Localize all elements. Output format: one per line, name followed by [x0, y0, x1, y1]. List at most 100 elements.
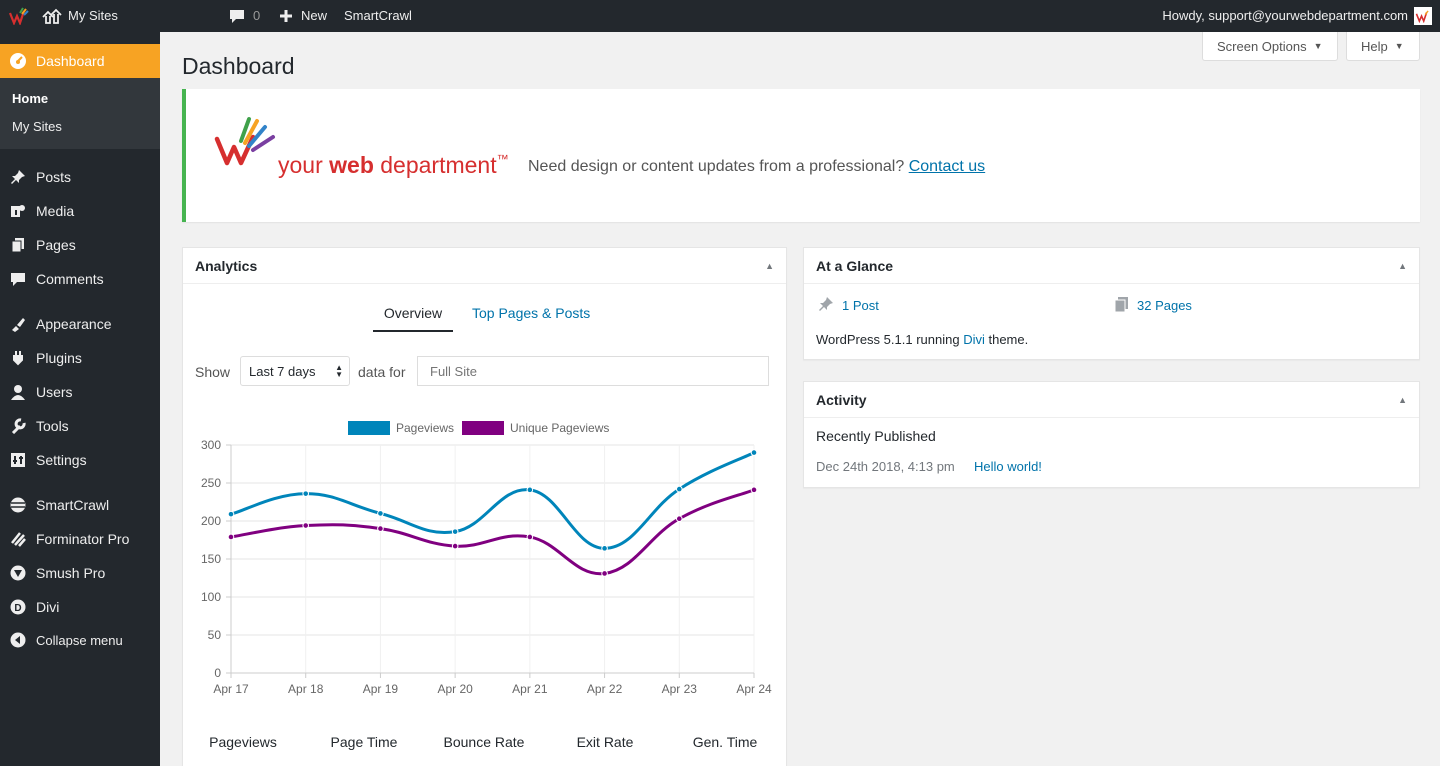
data-point — [227, 510, 235, 518]
howdy-label: Howdy, support@yourwebdepartment.com — [1162, 8, 1408, 23]
metric-page-time[interactable]: Page Time — [330, 734, 398, 750]
data-point — [675, 515, 683, 523]
tab-top-pages[interactable]: Top Pages & Posts — [472, 305, 591, 321]
legend-swatch — [462, 421, 504, 435]
glance-header[interactable]: At a Glance ▲ — [804, 248, 1419, 284]
page-title: Dashboard — [182, 53, 295, 79]
toggle-arrow-icon[interactable]: ▲ — [765, 260, 774, 271]
comments-count: 0 — [253, 8, 261, 23]
period-select[interactable]: Last 7 days ▲ ▼ — [240, 356, 350, 386]
sidebar-item-smush-pro[interactable]: Smush Pro — [0, 556, 160, 590]
collapse-menu-button[interactable]: Collapse menu — [0, 623, 160, 657]
smush-pro-icon — [0, 565, 36, 581]
sidebar-item-label: Forminator Pro — [36, 531, 130, 547]
plus-icon — [279, 9, 293, 23]
admin-sidebar: Dashboard Home My Sites Posts Media Pages C… — [0, 32, 160, 766]
data-point — [227, 533, 235, 541]
submenu-home[interactable]: Home — [12, 91, 49, 106]
sidebar-item-settings[interactable]: Settings — [0, 443, 160, 477]
analytics-chart: 0 50 100 150 200 250 300 Apr 17 Apr 18 Apr 19 Apr … — [201, 421, 772, 696]
sidebar-item-dashboard[interactable]: Dashboard — [0, 44, 160, 78]
glance-posts[interactable]: 1 Post — [818, 296, 879, 315]
x-tick-label: Apr 17 — [213, 682, 249, 696]
pin-icon — [818, 296, 834, 315]
smartcrawl-icon — [0, 497, 36, 513]
data-point — [377, 525, 384, 532]
collapse-label: Collapse menu — [36, 632, 123, 648]
posts-icon — [0, 169, 36, 185]
sidebar-item-label: Dashboard — [36, 53, 105, 69]
pages-count-link[interactable]: 32 Pages — [1137, 298, 1192, 313]
period-value: Last 7 days — [249, 363, 316, 379]
help-label: Help — [1361, 38, 1388, 54]
data-point — [377, 510, 384, 517]
metric-bounce-rate[interactable]: Bounce Rate — [443, 734, 525, 750]
data-point — [451, 528, 459, 535]
analytics-header[interactable]: Analytics ▲ — [183, 248, 786, 284]
metric-exit-rate[interactable]: Exit Rate — [576, 734, 634, 750]
data-point — [526, 486, 534, 494]
sidebar-item-plugins[interactable]: Plugins — [0, 341, 160, 375]
wp-logo-icon[interactable] — [8, 0, 30, 32]
sidebar-item-label: Comments — [36, 271, 104, 287]
analytics-widget: Analytics ▲ Overview Top Pages & Posts S… — [182, 247, 787, 766]
wp-version-post: theme. — [988, 332, 1029, 347]
tab-overview[interactable]: Overview — [373, 302, 453, 332]
my-sites-menu[interactable]: My Sites — [42, 0, 118, 32]
series-line-pageviews — [230, 451, 755, 550]
metrics-row: Pageviews Page Time Bounce Rate Exit Rate Ge… — [183, 734, 786, 758]
new-content-menu[interactable]: New — [279, 0, 327, 32]
smartcrawl-menu[interactable]: SmartCrawl — [344, 0, 412, 32]
data-point — [302, 522, 310, 529]
posts-count-link[interactable]: 1 Post — [842, 298, 879, 313]
sidebar-item-comments[interactable]: Comments — [0, 262, 160, 296]
my-sites-label: My Sites — [68, 8, 118, 23]
media-icon — [0, 203, 36, 219]
sidebar-item-media[interactable]: Media — [0, 194, 160, 228]
screen-options-button[interactable]: Screen Options ▼ — [1202, 32, 1338, 61]
at-a-glance-widget: At a Glance ▲ 1 Post 32 Pages WordPress … — [803, 247, 1420, 360]
toggle-arrow-icon[interactable]: ▲ — [1398, 394, 1407, 405]
activity-post-link[interactable]: Hello world! — [974, 459, 1042, 474]
sidebar-item-label: Media — [36, 203, 75, 219]
activity-header[interactable]: Activity ▲ — [804, 382, 1419, 418]
sidebar-item-posts[interactable]: Posts — [0, 160, 160, 194]
metric-gen-time[interactable]: Gen. Time — [692, 734, 758, 750]
sidebar-item-appearance[interactable]: Appearance — [0, 307, 160, 341]
ywd-wordmark: your web department™ — [278, 152, 509, 179]
site-filter-input[interactable] — [417, 356, 769, 386]
svg-text:D: D — [14, 603, 21, 614]
dashboard-icon — [0, 52, 36, 70]
sidebar-item-forminator-pro[interactable]: Forminator Pro — [0, 522, 160, 556]
comments-menu[interactable]: 0 — [229, 0, 260, 32]
toggle-arrow-icon[interactable]: ▲ — [1398, 260, 1407, 271]
y-tick-label: 300 — [201, 438, 221, 452]
sidebar-item-pages[interactable]: Pages — [0, 228, 160, 262]
avatar — [1414, 7, 1432, 25]
main-content: Screen Options ▼ Help ▼ Dashboard your web… — [160, 32, 1440, 766]
sidebar-item-divi[interactable]: D Divi — [0, 590, 160, 624]
sidebar-item-label: Tools — [36, 418, 69, 434]
sidebar-item-users[interactable]: Users — [0, 375, 160, 409]
help-button[interactable]: Help ▼ — [1346, 32, 1420, 61]
sidebar-item-smartcrawl[interactable]: SmartCrawl — [0, 488, 160, 522]
select-arrows-icon: ▲ ▼ — [335, 363, 343, 379]
comment-icon — [229, 9, 245, 24]
x-tick-label: Apr 21 — [512, 682, 548, 696]
metric-pageviews[interactable]: Pageviews — [209, 734, 277, 750]
sidebar-item-tools[interactable]: Tools — [0, 409, 160, 443]
banner-message-row: Need design or content updates from a pr… — [528, 158, 985, 176]
screen-options-label: Screen Options — [1217, 38, 1307, 54]
submenu-my-sites[interactable]: My Sites — [12, 119, 62, 134]
widget-title: Activity — [816, 391, 867, 408]
y-tick-label: 100 — [201, 590, 221, 604]
theme-link[interactable]: Divi — [963, 332, 985, 347]
glance-pages[interactable]: 32 Pages — [1114, 296, 1192, 315]
my-account-menu[interactable]: Howdy, support@yourwebdepartment.com — [1162, 0, 1432, 32]
sidebar-item-label: Users — [36, 384, 73, 400]
data-point — [601, 570, 608, 577]
contact-us-link[interactable]: Contact us — [908, 158, 986, 175]
sidebar-item-label: Posts — [36, 169, 72, 185]
tools-icon — [0, 418, 36, 434]
y-tick-label: 50 — [208, 628, 222, 642]
